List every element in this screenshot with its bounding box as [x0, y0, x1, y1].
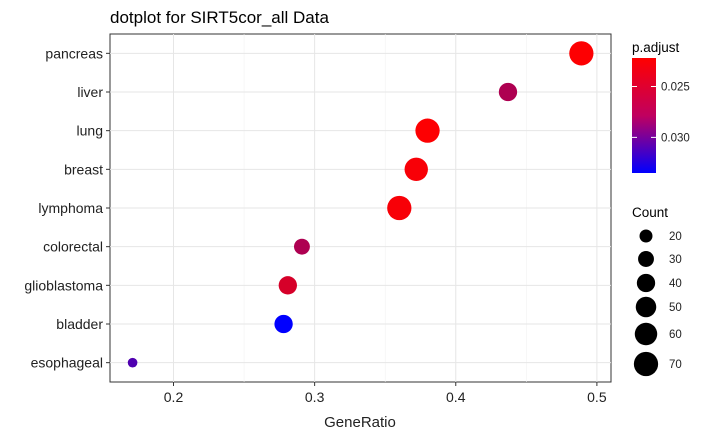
- size-legend-label: 60: [669, 329, 682, 341]
- size-legend-key: [633, 351, 659, 377]
- data-point-bladder: [274, 314, 293, 334]
- y-tick-labels: pancreas liver lung breast lymphoma colorecta…: [24, 45, 110, 371]
- x-tick-label: 0.3: [305, 389, 325, 405]
- x-tick-labels: 0.2 0.3 0.4 0.5: [164, 382, 607, 405]
- size-legend-key: [634, 322, 658, 346]
- y-tick-label: esophageal: [31, 355, 103, 371]
- size-legend: 20 30 40 50 60 70: [633, 229, 682, 377]
- y-tick-label: breast: [64, 161, 103, 177]
- data-point-pancreas: [569, 41, 594, 66]
- color-legend-bar: [632, 58, 656, 173]
- color-legend-tick-label: 0.025: [661, 81, 690, 93]
- data-point-colorectal: [293, 238, 310, 255]
- x-tick-label: 0.5: [587, 389, 607, 405]
- color-legend-tick-label: 0.030: [661, 132, 690, 144]
- data-point-lung: [415, 118, 440, 143]
- data-point-esophageal: [127, 357, 138, 368]
- size-legend-title: Count: [632, 205, 668, 220]
- y-tick-label: bladder: [56, 316, 103, 332]
- y-tick-label: pancreas: [45, 45, 103, 61]
- size-legend-label: 50: [669, 302, 682, 314]
- grid-lines: [110, 34, 611, 382]
- size-legend-label: 30: [669, 254, 682, 266]
- x-tick-label: 0.2: [164, 389, 184, 405]
- color-legend-title: p.adjust: [632, 40, 680, 55]
- y-tick-label: lymphoma: [38, 200, 103, 216]
- data-point-breast: [404, 157, 428, 182]
- size-legend-key: [635, 296, 657, 318]
- y-tick-label: lung: [77, 123, 103, 139]
- size-legend-key: [638, 251, 654, 267]
- data-point-glioblastoma: [278, 276, 297, 295]
- size-legend-label: 40: [669, 278, 682, 290]
- data-point-liver: [498, 82, 518, 102]
- x-axis-label: GeneRatio: [324, 414, 396, 431]
- size-legend-label: 20: [669, 231, 682, 243]
- data-point-lymphoma: [387, 195, 412, 221]
- y-tick-label: colorectal: [43, 239, 103, 255]
- color-legend-ticks: 0.025 0.030: [632, 81, 690, 144]
- data-points: [127, 41, 594, 368]
- x-tick-label: 0.4: [446, 389, 466, 405]
- size-legend-key: [639, 229, 653, 243]
- chart-title: dotplot for SIRT5cor_all Data: [110, 8, 329, 27]
- y-tick-label: glioblastoma: [24, 277, 103, 293]
- size-legend-label: 70: [669, 359, 682, 371]
- y-tick-label: liver: [77, 84, 103, 100]
- size-legend-key: [636, 273, 656, 293]
